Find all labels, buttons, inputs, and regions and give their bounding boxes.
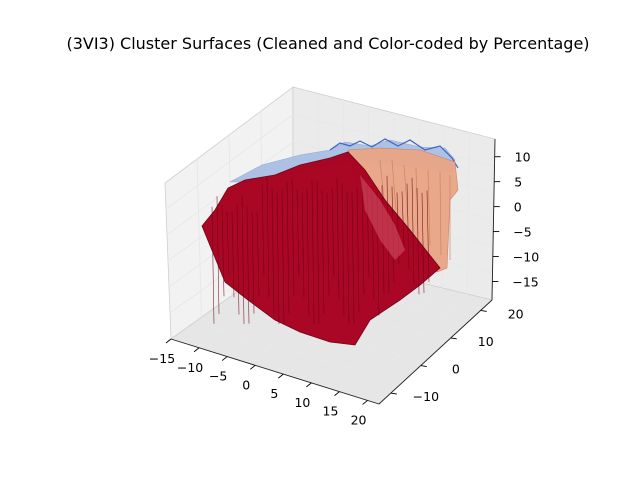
z-tick-label: −15 [512, 274, 538, 289]
z-tick-label: −10 [513, 250, 539, 265]
chart-title: (3VI3) Cluster Surfaces (Cleaned and Col… [66, 34, 589, 53]
y-tick-label: 0 [452, 362, 460, 377]
grid-line [352, 293, 468, 397]
surface-front-highlight [360, 175, 405, 260]
x-tick-mark [221, 356, 228, 361]
x-axis-line [170, 338, 380, 405]
x-tick-mark [334, 391, 340, 397]
grid-line [466, 132, 471, 295]
x-tick-label: −15 [149, 351, 175, 366]
x-tick-label: 0 [242, 377, 250, 392]
x-tick-mark [306, 382, 312, 388]
z-tick-label: 0 [514, 200, 522, 215]
y-tick-label: 20 [508, 306, 524, 321]
y-tick-mark [420, 365, 427, 367]
y-tick-label: 10 [478, 334, 494, 349]
grid-line [326, 287, 443, 389]
y-tick-mark [480, 309, 487, 312]
grid-line [195, 321, 402, 384]
x-tick-mark [193, 347, 200, 353]
z-axis-line [491, 138, 496, 301]
z-tick-label: −5 [513, 225, 531, 240]
x-tick-label: 15 [323, 404, 339, 419]
x-tick-label: −5 [209, 369, 227, 384]
axis-lines [170, 138, 496, 405]
x-tick-mark [249, 364, 256, 370]
x-tick-label: −10 [177, 360, 203, 375]
grid-line [165, 114, 294, 210]
x-tick-label: 10 [294, 395, 310, 410]
x-ticks: −15−10 −5 0 5 10 15 20 [149, 338, 368, 427]
z-ticks: 10 5 0 −5 −10 −15 [492, 150, 539, 289]
x-tick-label: 5 [270, 386, 278, 401]
x-tick-mark [278, 373, 284, 379]
x-tick-mark [165, 338, 172, 344]
z-tick-label: 10 [515, 150, 531, 165]
surfaces [201, 138, 459, 346]
y-tick-label: −10 [413, 389, 439, 404]
surface-front-main [201, 151, 441, 346]
surface-back-top-edge [329, 138, 459, 169]
y-tick-mark [450, 337, 457, 340]
y-axis-line [378, 299, 493, 405]
x-tick-mark [362, 400, 368, 405]
y-tick-mark [390, 392, 397, 395]
z-tick-label: 5 [514, 175, 522, 190]
y-ticks: −10 0 10 20 [390, 306, 524, 404]
x-tick-label: 20 [351, 412, 367, 427]
